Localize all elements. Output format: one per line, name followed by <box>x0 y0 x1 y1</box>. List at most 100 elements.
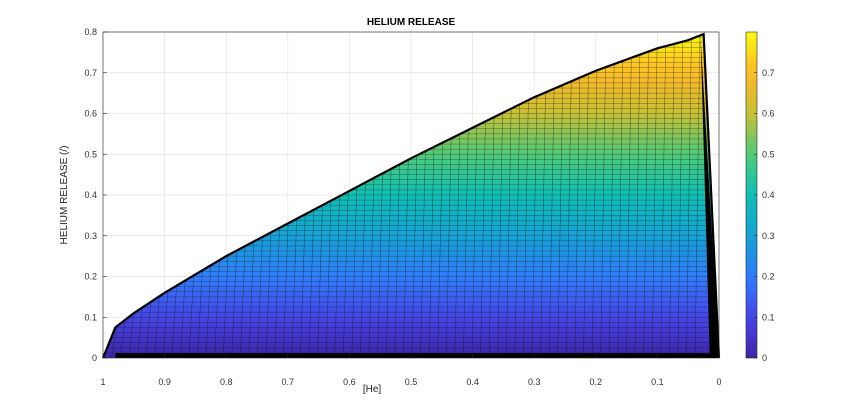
mesh-fan-line <box>523 100 529 359</box>
mesh-fan-line <box>248 241 254 359</box>
y-tick-label: 0.2 <box>84 272 97 282</box>
mesh-fan-line <box>343 191 349 359</box>
x-tick-label: 1 <box>100 377 105 387</box>
mesh-fan-line <box>540 92 546 359</box>
mesh-fan-line <box>265 232 272 359</box>
y-axis-label: HELIUM RELEASE (/) <box>59 146 70 245</box>
mesh-fan-line <box>282 223 289 359</box>
mesh-fan-line <box>660 46 666 359</box>
mesh-fan-line <box>403 159 409 359</box>
x-tick-label: 0.4 <box>466 377 479 387</box>
mesh-fan-line <box>214 260 220 359</box>
mesh-fan-line <box>222 255 229 359</box>
mesh-fan-line <box>600 67 606 359</box>
mesh-fan-line <box>463 129 469 359</box>
colorbar-tick-label: 0.6 <box>762 109 775 119</box>
mesh-fan-line <box>291 218 297 359</box>
colorbar-tick-label: 0.4 <box>762 190 775 200</box>
mesh-fan-line <box>180 280 186 359</box>
mesh-fan-line <box>334 196 340 359</box>
mesh-fan-line <box>257 236 263 359</box>
mesh-fan-line <box>480 121 486 359</box>
mesh-fan-line <box>651 48 658 359</box>
mesh-fan-line <box>669 43 675 359</box>
colorbar-tick-label: 0.2 <box>762 272 775 282</box>
mesh-fan-line <box>574 77 581 359</box>
mesh-fan-line <box>205 265 212 359</box>
y-tick-label: 0.4 <box>84 190 97 200</box>
colorbar-tick-label: 0.3 <box>762 231 775 241</box>
mesh-fan-line <box>111 326 117 359</box>
mesh-fan-line <box>137 307 143 359</box>
envelope-outline <box>101 32 721 359</box>
y-tick-label: 0.1 <box>84 312 97 322</box>
mesh-fan-line <box>300 214 306 359</box>
mesh-fan-line <box>351 187 357 359</box>
chart-title: HELIUM RELEASE <box>367 17 456 28</box>
mesh-fan-line <box>488 117 495 359</box>
mesh-fan-line <box>145 301 152 359</box>
x-tick-label: 0.9 <box>158 377 171 387</box>
mesh-fan-line <box>437 142 443 359</box>
mesh-fan-line <box>497 112 503 359</box>
mesh-fan-line <box>325 200 332 359</box>
mesh-fan-line <box>566 81 572 359</box>
mesh-fan-line <box>506 108 512 359</box>
mesh-fan-line <box>471 125 478 359</box>
colorbar-tick-label: 0.7 <box>762 68 775 78</box>
mesh-fan-line <box>428 146 435 359</box>
mesh-fan-line <box>591 70 598 359</box>
surface-area <box>103 34 719 358</box>
mesh-fan-line <box>128 313 134 359</box>
mesh-fan-line <box>531 96 538 359</box>
x-tick-label: 0.1 <box>651 377 664 387</box>
mesh-fan-line <box>317 205 323 359</box>
mesh-fan-line <box>514 104 520 359</box>
x-tick-label: 0.2 <box>590 377 603 387</box>
mesh-fan-line <box>634 54 641 359</box>
mesh-fan-line <box>420 151 426 359</box>
x-tick-label: 0.7 <box>282 377 295 387</box>
mesh-fan-line <box>557 84 563 359</box>
mesh-fan-line <box>360 182 366 359</box>
y-tick-label: 0.8 <box>84 27 97 37</box>
x-ticks: 1 0.9 0.8 0.7 0.6 0.5 0.4 0.3 0.2 0.1 0 <box>100 354 722 387</box>
colorbar-tick-label: 0 <box>762 353 767 363</box>
colorbar: 0 0.1 0.2 0.3 0.4 0.5 0.6 0.7 <box>745 31 775 363</box>
mesh-fan-line <box>197 270 203 359</box>
x-tick-label: 0.3 <box>528 377 541 387</box>
y-ticks: 0 0.1 0.2 0.3 0.4 0.5 0.6 0.7 0.8 <box>84 27 107 363</box>
mesh-fan-line <box>411 155 418 359</box>
mesh-fan-line <box>385 168 392 359</box>
x-tick-label: 0.5 <box>405 377 418 387</box>
mesh-fan-line <box>394 164 400 359</box>
x-tick-label: 0 <box>716 377 721 387</box>
y-tick-label: 0.7 <box>84 68 97 78</box>
x-tick-label: 0.8 <box>220 377 233 387</box>
colorbar-tick-label: 0.5 <box>762 149 775 159</box>
mesh-fan-line <box>377 173 383 359</box>
mesh-fan-line <box>694 35 701 359</box>
y-tick-label: 0.6 <box>84 109 97 119</box>
mesh-fan-line <box>454 134 460 359</box>
y-tick-label: 0.5 <box>84 149 97 159</box>
mesh-fan-line <box>583 73 589 359</box>
mesh-fan-line <box>686 38 692 359</box>
mesh-fan-line <box>154 296 160 359</box>
mesh-fan-line <box>188 275 194 359</box>
mesh-fan-line <box>308 209 315 359</box>
mesh-fan-line <box>643 51 649 359</box>
mesh-fan-line <box>119 319 126 359</box>
mesh-fan-line <box>626 57 632 359</box>
mesh-lines <box>101 32 721 359</box>
mesh-fan-line <box>171 285 177 359</box>
colorbar-tick-label: 0.1 <box>762 312 775 322</box>
mesh-fan-line <box>231 250 237 359</box>
mesh-fan-line <box>677 41 683 359</box>
mesh-fan-line <box>162 290 169 359</box>
mesh-fan-line <box>274 227 280 359</box>
surface-fill <box>103 34 719 358</box>
y-tick-label: 0 <box>92 353 97 363</box>
baseline-band <box>115 353 719 358</box>
